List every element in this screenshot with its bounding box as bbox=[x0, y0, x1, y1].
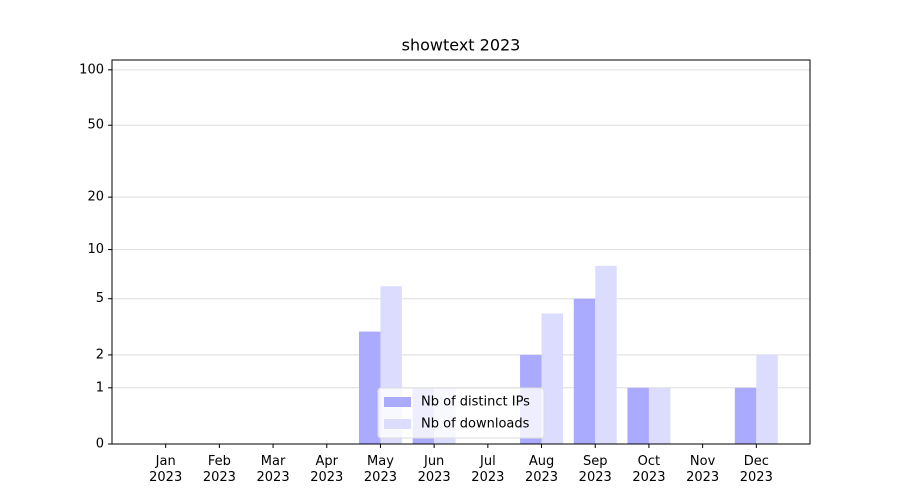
bar bbox=[756, 354, 778, 444]
y-tick-label: 20 bbox=[87, 190, 104, 205]
x-tick-label: Sep 2023 bbox=[579, 454, 612, 485]
y-tick-label: 0 bbox=[96, 437, 104, 452]
y-tick-label: 50 bbox=[87, 118, 104, 133]
bar bbox=[734, 387, 757, 444]
bar bbox=[648, 387, 671, 444]
x-tick-label: Jan 2023 bbox=[149, 454, 182, 485]
x-tick-label: Mar 2023 bbox=[257, 454, 290, 485]
y-tick-label: 5 bbox=[96, 291, 104, 306]
y-tick-label: 100 bbox=[79, 62, 104, 77]
bar bbox=[541, 313, 564, 444]
x-tick-label: Nov 2023 bbox=[686, 454, 719, 485]
legend-box bbox=[377, 387, 545, 439]
x-tick-label: Oct 2023 bbox=[632, 454, 665, 485]
legend-swatch bbox=[384, 419, 411, 429]
bar bbox=[595, 265, 617, 444]
bar bbox=[358, 331, 381, 444]
x-tick-label: Apr 2023 bbox=[310, 454, 343, 485]
legend-swatch bbox=[384, 397, 411, 407]
axes-frame bbox=[111, 59, 811, 445]
legend-label: Nb of distinct IPs bbox=[421, 395, 530, 410]
x-tick-label: Jul 2023 bbox=[471, 454, 504, 485]
y-tick-label: 1 bbox=[96, 380, 104, 395]
bar bbox=[573, 298, 596, 444]
chart-title: showtext 2023 bbox=[402, 36, 521, 55]
y-tick-label: 10 bbox=[87, 242, 104, 257]
x-tick-label: Dec 2023 bbox=[740, 454, 773, 485]
x-tick-label: Feb 2023 bbox=[203, 454, 236, 485]
legend-label: Nb of downloads bbox=[421, 417, 530, 432]
x-tick-label: Jun 2023 bbox=[418, 454, 451, 485]
bar bbox=[627, 387, 649, 444]
y-tick-label: 2 bbox=[96, 347, 104, 362]
x-tick-label: Aug 2023 bbox=[525, 454, 558, 485]
x-tick-label: May 2023 bbox=[364, 454, 397, 485]
